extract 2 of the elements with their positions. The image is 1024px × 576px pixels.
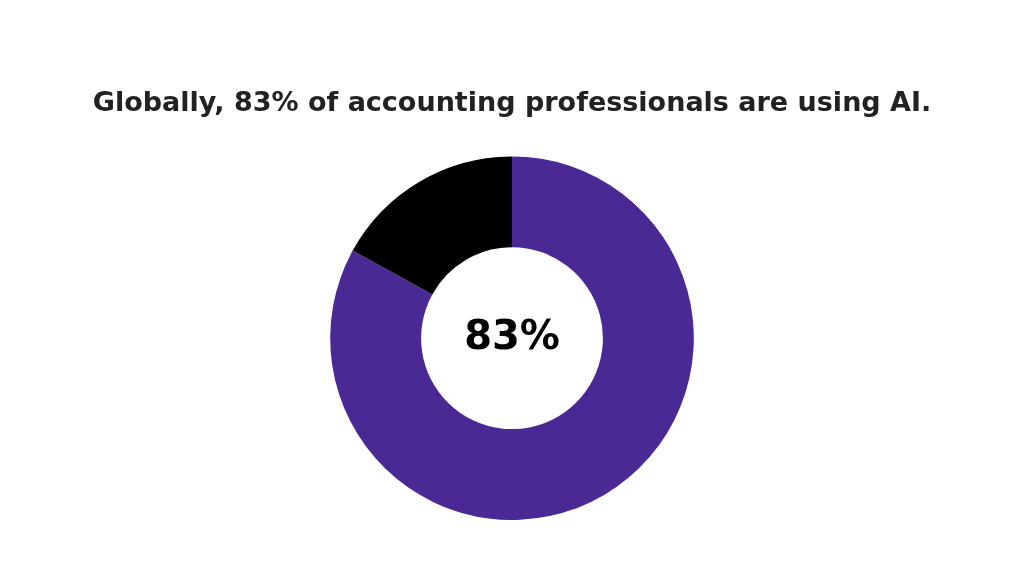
chart-title: Globally, 83% of accounting professionals are using AI. bbox=[92, 86, 932, 118]
data-label: 83% bbox=[464, 311, 560, 358]
